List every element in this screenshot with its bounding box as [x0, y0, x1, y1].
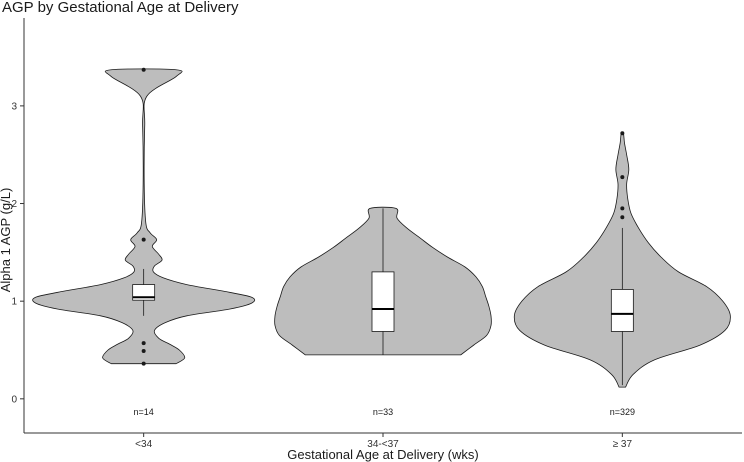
violin-0: [32, 68, 256, 365]
n-label-1: n=33: [373, 407, 393, 417]
y-axis: 0 1 2 3: [11, 101, 24, 405]
outlier-point-2-3: [620, 215, 625, 220]
outlier-point-0-1: [141, 237, 146, 242]
n-label-0: n=14: [134, 407, 154, 417]
box-1: [371, 271, 395, 332]
y-tick-label-2: 2: [11, 199, 17, 210]
outlier-point-2-2: [620, 206, 625, 211]
y-tick-label-3: 3: [11, 101, 17, 112]
outlier-point-2-1: [620, 175, 625, 180]
outlier-point-0-3: [141, 348, 146, 353]
plot-area: n=14 n=33 n=329: [32, 67, 731, 417]
outlier-point-0-2: [141, 341, 146, 346]
box-2: [610, 289, 634, 332]
violin-group-1: n=33: [274, 206, 492, 417]
x-axis-title: Gestational Age at Delivery (wks): [287, 447, 478, 462]
x-tick-label-0: <34: [135, 439, 152, 450]
violin-group-0: n=14: [32, 67, 256, 417]
outlier-point-0-4: [141, 361, 146, 366]
n-label-2: n=329: [610, 407, 635, 417]
outlier-point-0-0: [141, 67, 146, 72]
violin-group-2: n=329: [513, 131, 731, 417]
y-tick-label-0: 0: [11, 394, 17, 405]
y-tick-label-1: 1: [11, 297, 17, 308]
x-tick-label-1: 34-<37: [367, 439, 399, 450]
x-axis: <34 34-<37 ≥ 37: [135, 433, 632, 450]
y-axis-title: Alpha 1 AGP (g/L): [0, 188, 13, 293]
outlier-point-2-0: [620, 131, 625, 136]
x-tick-label-2: ≥ 37: [613, 439, 633, 450]
chart-title: AGP by Gestational Age at Delivery: [2, 0, 239, 16]
